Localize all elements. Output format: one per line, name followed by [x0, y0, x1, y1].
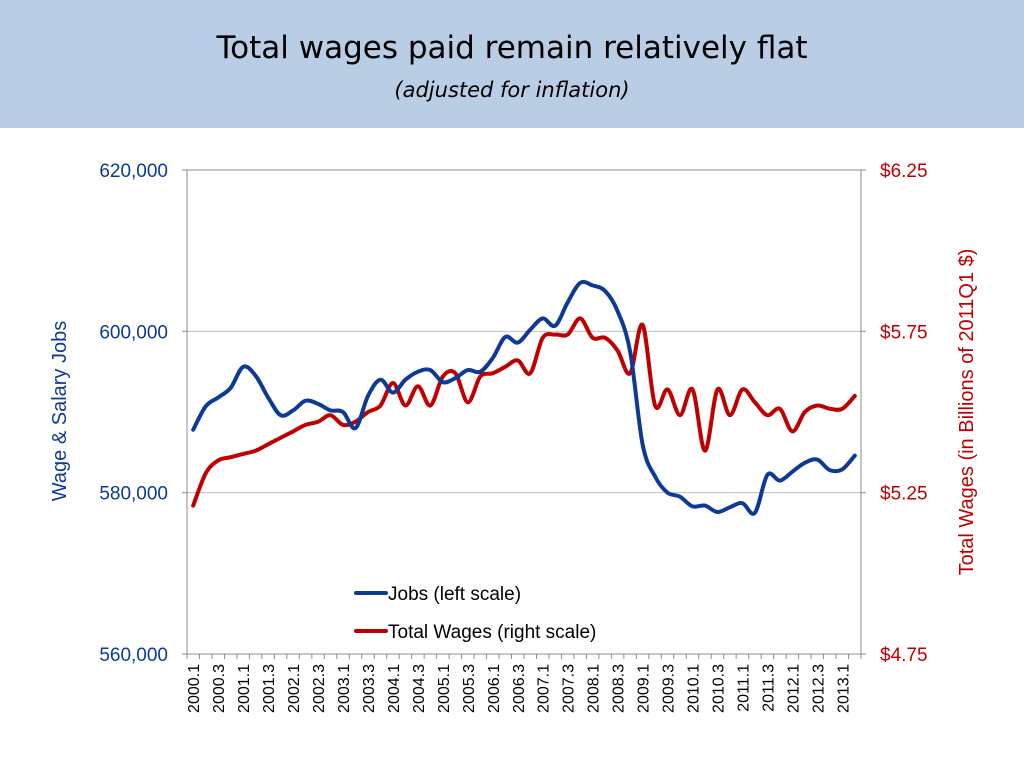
y-right-tick-label: $4.75 — [880, 645, 928, 666]
y-right-tick-label: $6.25 — [880, 161, 928, 182]
x-tick-label: 2001.1 — [236, 664, 253, 713]
x-tick-label: 2001.3 — [261, 664, 278, 713]
x-tick-label: 2012.3 — [810, 664, 827, 713]
x-tick-label: 2010.1 — [686, 664, 703, 713]
x-tick-label: 2010.3 — [710, 664, 727, 713]
x-tick-label: 2008.3 — [611, 664, 628, 713]
y-left-tick-label: 620,000 — [99, 161, 168, 182]
legend-label-jobs: Jobs (left scale) — [388, 584, 521, 605]
title-band — [0, 0, 1024, 128]
slide-subtitle: (adjusted for inflation) — [394, 78, 630, 102]
x-tick-label: 2009.1 — [636, 664, 653, 713]
x-tick-label: 2000.1 — [186, 664, 203, 713]
x-tick-label: 2002.1 — [286, 664, 303, 713]
jobs-series-line — [191, 279, 857, 516]
x-tick-label: 2006.1 — [486, 664, 503, 713]
x-tick-label: 2003.1 — [336, 664, 353, 713]
x-tick-label: 2011.1 — [735, 664, 752, 712]
x-tick-label: 2000.3 — [211, 664, 228, 713]
x-tick-label: 2003.3 — [361, 664, 378, 713]
legend-label-wages: Total Wages (right scale) — [388, 622, 596, 643]
y-right-tick-label: $5.75 — [880, 322, 928, 343]
x-tick-label: 2006.3 — [511, 664, 528, 713]
x-tick-label: 2011.3 — [760, 664, 777, 712]
wages-series-line — [191, 316, 857, 508]
x-tick-label: 2012.1 — [785, 664, 802, 713]
x-tick-label: 2007.3 — [561, 664, 578, 713]
x-tick-label: 2008.1 — [586, 664, 603, 713]
y-left-tick-label: 580,000 — [99, 484, 168, 505]
x-tick-label: 2005.1 — [436, 664, 453, 713]
x-tick-label: 2004.1 — [386, 664, 403, 713]
x-tick-label: 2007.1 — [536, 664, 553, 713]
x-tick-label: 2004.3 — [411, 664, 428, 713]
y-left-axis-title: Wage & Salary Jobs — [49, 321, 71, 501]
y-left-tick-label: 560,000 — [99, 645, 168, 666]
x-tick-label: 2013.1 — [835, 664, 852, 713]
y-right-axis-title: Total Wages (in Billions of 2011Q1 $) — [956, 249, 978, 576]
x-tick-label: 2009.3 — [661, 664, 678, 713]
y-left-tick-label: 600,000 — [99, 322, 168, 343]
y-right-tick-label: $5.25 — [880, 484, 928, 505]
slide-title: Total wages paid remain relatively flat — [216, 30, 808, 66]
x-tick-label: 2002.3 — [311, 664, 328, 713]
x-tick-label: 2005.3 — [461, 664, 478, 713]
